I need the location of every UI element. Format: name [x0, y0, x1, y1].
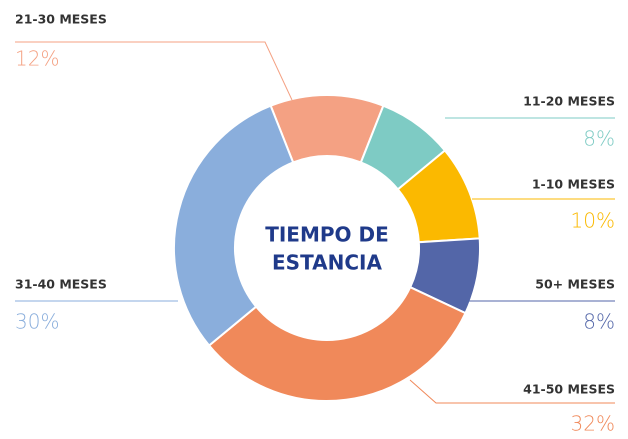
category-label: 11-20 MESES — [523, 94, 615, 109]
center-title: ESTANCIA — [272, 251, 382, 275]
category-label: 31-40 MESES — [15, 277, 107, 292]
category-label: 1-10 MESES — [532, 177, 615, 192]
value-label: 8% — [583, 127, 615, 151]
value-label: 8% — [583, 310, 615, 334]
donut-slice — [207, 285, 467, 402]
category-label: 41-50 MESES — [523, 382, 615, 397]
leader-line — [409, 379, 615, 404]
value-label: 10% — [571, 209, 615, 233]
value-label: 32% — [571, 412, 615, 436]
center-title: TIEMPO DE — [265, 223, 389, 247]
donut-slice — [173, 104, 295, 347]
category-label: 50+ MESES — [535, 277, 615, 292]
value-label: 30% — [15, 310, 59, 334]
category-label: 21-30 MESES — [15, 12, 107, 27]
leader-line — [15, 41, 293, 101]
value-label: 12% — [15, 47, 59, 71]
